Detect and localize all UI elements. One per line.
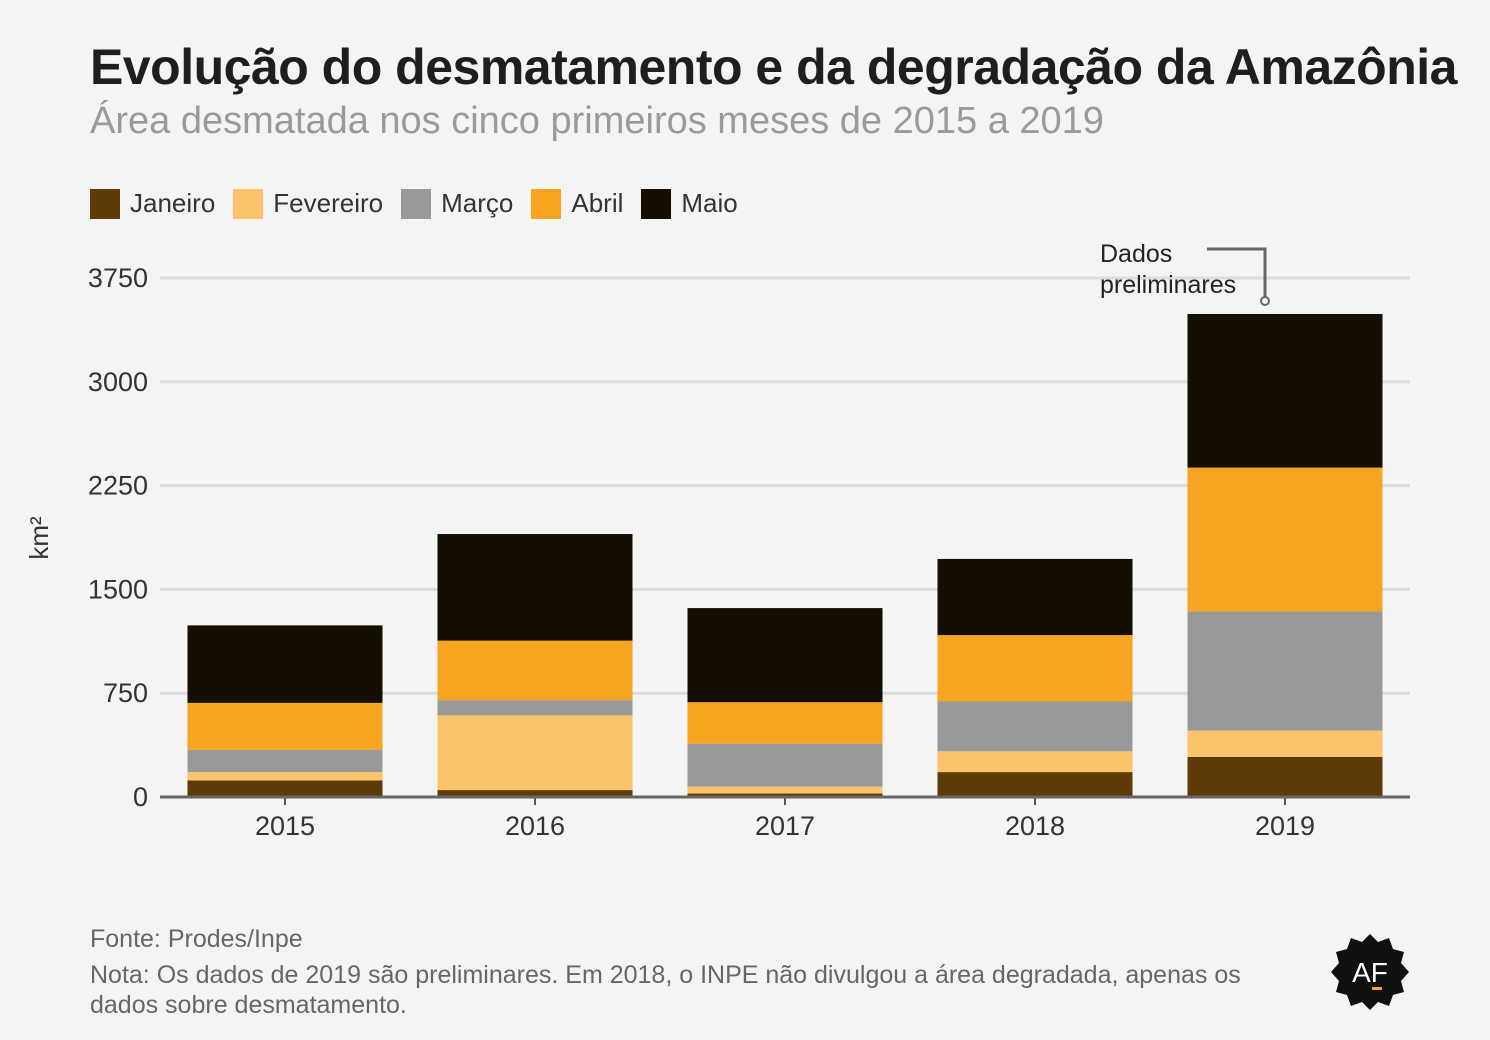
y-tick-label: 3000 xyxy=(88,367,148,397)
bar-segment-maio-2018 xyxy=(937,558,1133,636)
bar-segment-abril-2018 xyxy=(937,635,1133,702)
legend-swatch xyxy=(401,188,432,219)
source-note: Fonte: Prodes/Inpe xyxy=(90,925,303,953)
y-tick-label: 2250 xyxy=(88,471,148,501)
chart-subtitle: Área desmatada nos cinco primeiros meses… xyxy=(90,100,1104,142)
x-tick-label: 2018 xyxy=(1005,811,1065,841)
bar-segment-janeiro-2015 xyxy=(187,780,383,797)
bar-segment-maio-2017 xyxy=(687,608,883,703)
bar-segment-fevereiro-2016 xyxy=(437,715,633,791)
legend-label: Março xyxy=(441,188,514,218)
y-tick-label: 0 xyxy=(133,782,148,812)
bar-segment-abril-2017 xyxy=(687,702,883,744)
x-tick-label: 2016 xyxy=(505,811,565,841)
legend-item-março: Março xyxy=(401,188,513,219)
x-tick-label: 2019 xyxy=(1255,811,1315,841)
annotation-dot xyxy=(1260,295,1270,306)
bar-segment-março-2015 xyxy=(187,749,383,773)
legend-item-abril: Abril xyxy=(531,188,623,219)
legend-label: Fevereiro xyxy=(273,188,384,218)
bar-segment-abril-2016 xyxy=(437,640,633,701)
chart-title: Evolução do desmatamento e da degradação… xyxy=(90,39,1457,95)
y-tick-label: 3750 xyxy=(88,263,148,293)
bar-segment-fevereiro-2019 xyxy=(1187,730,1383,757)
stacked-bar-chart: 0 750 1500 2250 3000 3750 km² 2015 2016 2017 2018 2… xyxy=(24,240,1410,841)
legend-swatch xyxy=(531,188,562,219)
bar-segment-abril-2019 xyxy=(1187,467,1383,612)
chart-legend: Janeiro Fevereiro Março Abril Maio xyxy=(90,188,756,219)
legend-item-maio: Maio xyxy=(641,188,738,219)
y-axis-label: km² xyxy=(24,516,54,560)
bar-segment-maio-2019 xyxy=(1187,313,1383,468)
af-logo-icon: AF xyxy=(1331,934,1409,1010)
bar-segment-março-2016 xyxy=(437,700,633,716)
legend-item-fevereiro: Fevereiro xyxy=(233,188,383,219)
bar-segment-janeiro-2016 xyxy=(437,790,633,797)
bar-segment-fevereiro-2017 xyxy=(687,786,883,794)
annotation-leader-line xyxy=(1207,247,1267,300)
bar-segment-março-2018 xyxy=(937,701,1133,752)
legend-swatch xyxy=(641,188,672,219)
logo-text: AF xyxy=(1352,957,1388,988)
legend-swatch xyxy=(233,188,264,219)
bar-segment-fevereiro-2015 xyxy=(187,772,383,781)
bar-segment-março-2017 xyxy=(687,743,883,787)
bar-segment-maio-2016 xyxy=(437,534,633,641)
annotation-text: preliminares xyxy=(1100,271,1236,299)
bar-segment-março-2019 xyxy=(1187,611,1383,731)
bar-segment-janeiro-2019 xyxy=(1187,756,1383,797)
legend-item-janeiro: Janeiro xyxy=(90,188,215,219)
annotation-text: Dados xyxy=(1100,240,1172,268)
legend-label: Abril xyxy=(571,188,624,218)
legend-label: Maio xyxy=(681,188,738,218)
bar-segment-fevereiro-2018 xyxy=(937,751,1133,773)
bar-segment-janeiro-2017 xyxy=(687,793,883,797)
x-tick-label: 2017 xyxy=(755,811,815,841)
y-tick-label: 1500 xyxy=(88,574,148,604)
bar-segment-maio-2015 xyxy=(187,625,383,703)
bar-segment-abril-2015 xyxy=(187,702,383,750)
x-tick-label: 2015 xyxy=(255,811,315,841)
bar-segment-janeiro-2018 xyxy=(937,772,1133,797)
legend-label: Janeiro xyxy=(130,188,216,218)
legend-swatch xyxy=(90,188,120,219)
y-tick-label: 750 xyxy=(103,678,148,708)
footnote: Nota: Os dados de 2019 são preliminares.… xyxy=(90,961,1241,1019)
